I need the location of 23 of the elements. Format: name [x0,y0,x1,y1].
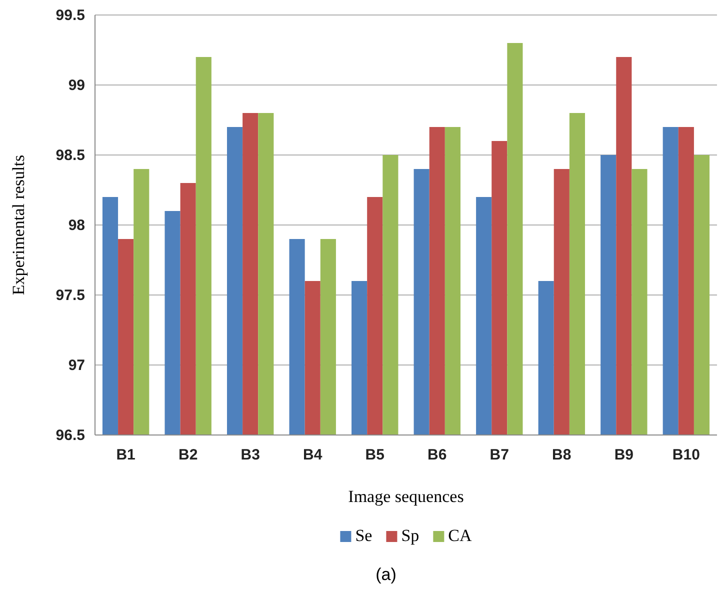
x-tick-label: B10 [672,446,700,464]
legend-label: CA [448,526,473,545]
y-tick-label: 97.5 [56,286,85,304]
y-tick-label: 99 [68,76,85,94]
x-tick-label: B3 [240,446,260,464]
legend-label: Sp [401,526,420,545]
x-tick-label: B1 [116,446,136,464]
y-tick-label: 99.5 [56,6,85,24]
x-tick-label: B4 [303,446,323,464]
text: (a) [376,565,396,584]
y-tick-label: 98 [68,216,85,234]
x-tick-label: B7 [490,446,509,464]
x-tick-label: B5 [365,446,384,464]
y-tick-label: 97 [68,356,85,374]
x-tick-label: B9 [614,446,634,464]
x-tick-label: B8 [552,446,572,464]
y-tick-label: 96.5 [56,426,85,444]
y-tick-label: 98.5 [56,146,85,164]
x-axis-title: Image sequences [348,487,464,506]
x-tick-label: B2 [178,446,198,464]
y-axis-title: Experimental results [9,154,28,296]
legend-label: Se [355,526,372,545]
x-tick-label: B6 [428,446,447,464]
